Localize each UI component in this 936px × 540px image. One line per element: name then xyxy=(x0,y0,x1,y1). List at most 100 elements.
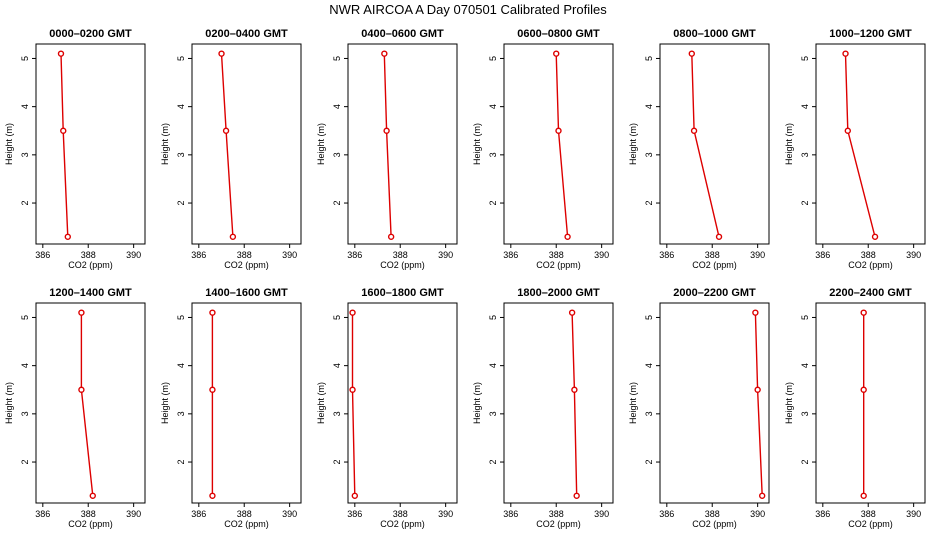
y-tick-label: 2 xyxy=(20,460,30,465)
y-tick-label: 4 xyxy=(488,363,498,368)
plot-frame xyxy=(815,302,926,504)
panel-title: 0600–0800 GMT xyxy=(517,28,600,40)
y-tick-label: 4 xyxy=(20,104,30,109)
y-tick-label: 4 xyxy=(644,104,654,109)
y-tick-label: 5 xyxy=(20,56,30,61)
x-tick-label: 386 xyxy=(659,509,674,519)
y-axis-label: Height (m) xyxy=(472,382,482,424)
y-tick-label: 3 xyxy=(488,411,498,416)
plot-frame xyxy=(815,43,926,245)
data-point xyxy=(844,127,851,134)
x-tick-label: 390 xyxy=(594,509,609,519)
y-axis-label: Height (m) xyxy=(784,123,794,165)
plot-frame xyxy=(347,302,458,504)
profile-line xyxy=(80,312,94,496)
y-tick-label: 4 xyxy=(176,363,186,368)
y-tick-label: 2 xyxy=(800,201,810,206)
y-axis-label: Height (m) xyxy=(628,123,638,165)
x-tick-label: 386 xyxy=(659,250,674,260)
x-axis-label: CO2 (ppm) xyxy=(68,260,113,270)
y-axis-label: Height (m) xyxy=(316,382,326,424)
data-point xyxy=(64,233,71,240)
data-point xyxy=(573,492,580,499)
x-tick-label: 386 xyxy=(503,509,518,519)
profile-line xyxy=(351,312,356,496)
y-tick-label: 3 xyxy=(644,152,654,157)
x-tick-label: 390 xyxy=(126,509,141,519)
x-tick-label: 390 xyxy=(282,509,297,519)
x-tick-label: 386 xyxy=(815,509,830,519)
x-tick-label: 388 xyxy=(705,509,720,519)
y-tick-label: 4 xyxy=(488,104,498,109)
data-point xyxy=(564,233,571,240)
data-point xyxy=(860,386,867,393)
profile-line xyxy=(60,53,69,237)
data-point xyxy=(209,386,216,393)
y-tick-label: 2 xyxy=(332,201,342,206)
y-tick-label: 5 xyxy=(800,56,810,61)
plot-frame xyxy=(347,43,458,245)
panel-title: 1800–2000 GMT xyxy=(517,287,600,299)
x-tick-label: 386 xyxy=(191,509,206,519)
data-point xyxy=(78,309,85,316)
panel-title: 1600–1800 GMT xyxy=(361,287,444,299)
data-point xyxy=(553,50,560,57)
y-tick-label: 5 xyxy=(644,315,654,320)
x-axis-label: CO2 (ppm) xyxy=(224,519,269,529)
profile-panel: 2200–2400 GMT 386 388 390 2 3 4 5 CO2 (ppm) Heigh… xyxy=(784,287,926,529)
y-tick-label: 4 xyxy=(644,363,654,368)
x-axis-label: CO2 (ppm) xyxy=(380,519,425,529)
x-tick-label: 386 xyxy=(347,250,362,260)
x-tick-label: 390 xyxy=(282,250,297,260)
data-point xyxy=(349,309,356,316)
profile-panel: 1000–1200 GMT 386 388 390 2 3 4 5 CO2 (ppm) Heigh… xyxy=(784,28,926,270)
data-point xyxy=(715,233,723,240)
y-axis-label: Height (m) xyxy=(4,123,14,165)
y-axis-label: Height (m) xyxy=(160,382,170,424)
profile-line xyxy=(555,53,569,237)
data-point xyxy=(383,127,390,134)
profile-panel: 0200–0400 GMT 386 388 390 2 3 4 5 CO2 (ppm) Heigh… xyxy=(160,28,302,270)
y-tick-label: 4 xyxy=(176,104,186,109)
y-tick-label: 4 xyxy=(800,363,810,368)
profile-line xyxy=(220,53,234,237)
x-tick-label: 386 xyxy=(815,250,830,260)
panel-grid: 0000–0200 GMT 386 388 390 2 3 4 5 CO2 (ppm) Heigh… xyxy=(4,28,926,529)
x-tick-label: 388 xyxy=(237,509,252,519)
panel-title: 0400–0600 GMT xyxy=(361,28,444,40)
data-point xyxy=(209,492,216,499)
x-tick-label: 388 xyxy=(549,509,564,519)
y-tick-label: 3 xyxy=(332,152,342,157)
panel-title: 1200–1400 GMT xyxy=(49,287,132,299)
x-tick-label: 388 xyxy=(549,250,564,260)
y-tick-label: 4 xyxy=(800,104,810,109)
x-tick-label: 388 xyxy=(237,250,252,260)
y-tick-label: 5 xyxy=(176,315,186,320)
x-axis-label: CO2 (ppm) xyxy=(692,519,737,529)
y-axis-label: Height (m) xyxy=(472,123,482,165)
plot-frame xyxy=(503,302,614,504)
profile-panel: 0000–0200 GMT 386 388 390 2 3 4 5 CO2 (ppm) Heigh… xyxy=(4,28,146,270)
plot-frame xyxy=(659,302,770,504)
data-point xyxy=(381,50,388,57)
data-point xyxy=(229,233,237,240)
y-tick-label: 2 xyxy=(176,201,186,206)
y-tick-label: 2 xyxy=(20,201,30,206)
data-point xyxy=(78,386,85,393)
y-tick-label: 5 xyxy=(332,315,342,320)
x-tick-label: 386 xyxy=(503,250,518,260)
y-tick-label: 3 xyxy=(644,411,654,416)
profile-line xyxy=(571,312,578,496)
x-tick-label: 386 xyxy=(191,250,206,260)
data-point xyxy=(60,127,67,134)
y-tick-label: 4 xyxy=(332,104,342,109)
profile-line xyxy=(383,53,392,237)
plot-frame xyxy=(191,43,302,245)
x-tick-label: 386 xyxy=(35,250,50,260)
x-tick-label: 390 xyxy=(438,250,453,260)
y-tick-label: 5 xyxy=(488,315,498,320)
x-tick-label: 390 xyxy=(906,250,921,260)
data-point xyxy=(222,127,230,134)
profile-line xyxy=(754,312,763,496)
x-tick-label: 388 xyxy=(861,509,876,519)
